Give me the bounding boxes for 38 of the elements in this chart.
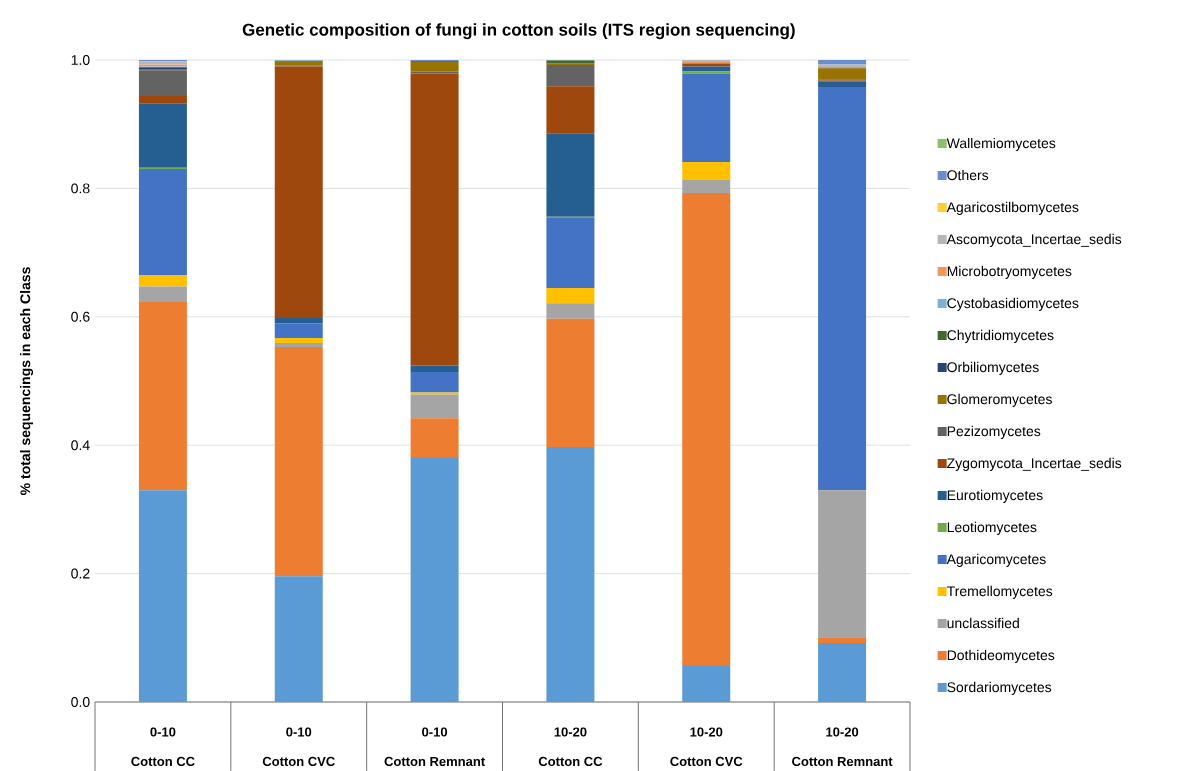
y-tick-label: 0.0 [71,697,90,707]
x-tick-label: Cotton CC [131,756,195,767]
legend-label: Orbiliomycetes [947,361,1039,375]
legend-label: unclassified [947,617,1019,629]
legend-label: Glomeromycetes [947,393,1052,407]
chart-title: Genetic composition of fungi in cotton soils (ITS region sequencing) [242,23,795,40]
legend-label: Leotiomycetes [947,521,1037,535]
legend-label: Tremellomycetes [946,585,1053,599]
legend-label: Agaricostilbomycetes [946,201,1079,215]
text: 0-10 [286,727,312,737]
legend-label: Chytridiomycetes [947,329,1054,343]
legend-label: Wallemiomycetes [946,137,1056,151]
legend-label: Ascomycota_Incertae_sedis [946,233,1122,247]
legend-label: Agaricomycetes [946,553,1046,567]
legend-label: Sordariomycetes [947,681,1052,695]
x-tick-label: Cotton CVC [262,756,335,767]
y-tick-label: 0.6 [71,311,90,322]
legend-label: Pezizomycetes [947,425,1041,439]
legend-label: Dothideomycetes [947,649,1055,663]
text: 0-10 [150,727,176,737]
text: 10-20 [690,727,723,737]
legend-label: Microbotryomycetes [947,265,1072,279]
text: 10-20 [826,727,859,737]
legend-label: Others [947,169,989,181]
text: 10-20 [554,727,587,737]
y-tick-label: 0.8 [71,183,90,194]
y-tick-label: 1.0 [71,55,90,65]
x-tick-label: Cotton Remnant [792,756,893,767]
y-tick-label: 0.2 [71,568,90,579]
x-tick-label: Cotton CC [538,756,603,767]
x-tick-label: Cotton Remnant [384,756,485,767]
legend-label: Cystobasidiomycetes [947,297,1079,311]
y-tick-label: 0.4 [71,440,90,451]
x-tick-label: Cotton CVC [670,756,743,767]
legend-label: Zygomycota_Incertae_sedis [947,457,1122,471]
legend-label: Eurotiomycetes [947,489,1043,503]
text: 0-10 [422,727,448,737]
y-axis-title: % total sequencings in each Class [19,267,34,496]
